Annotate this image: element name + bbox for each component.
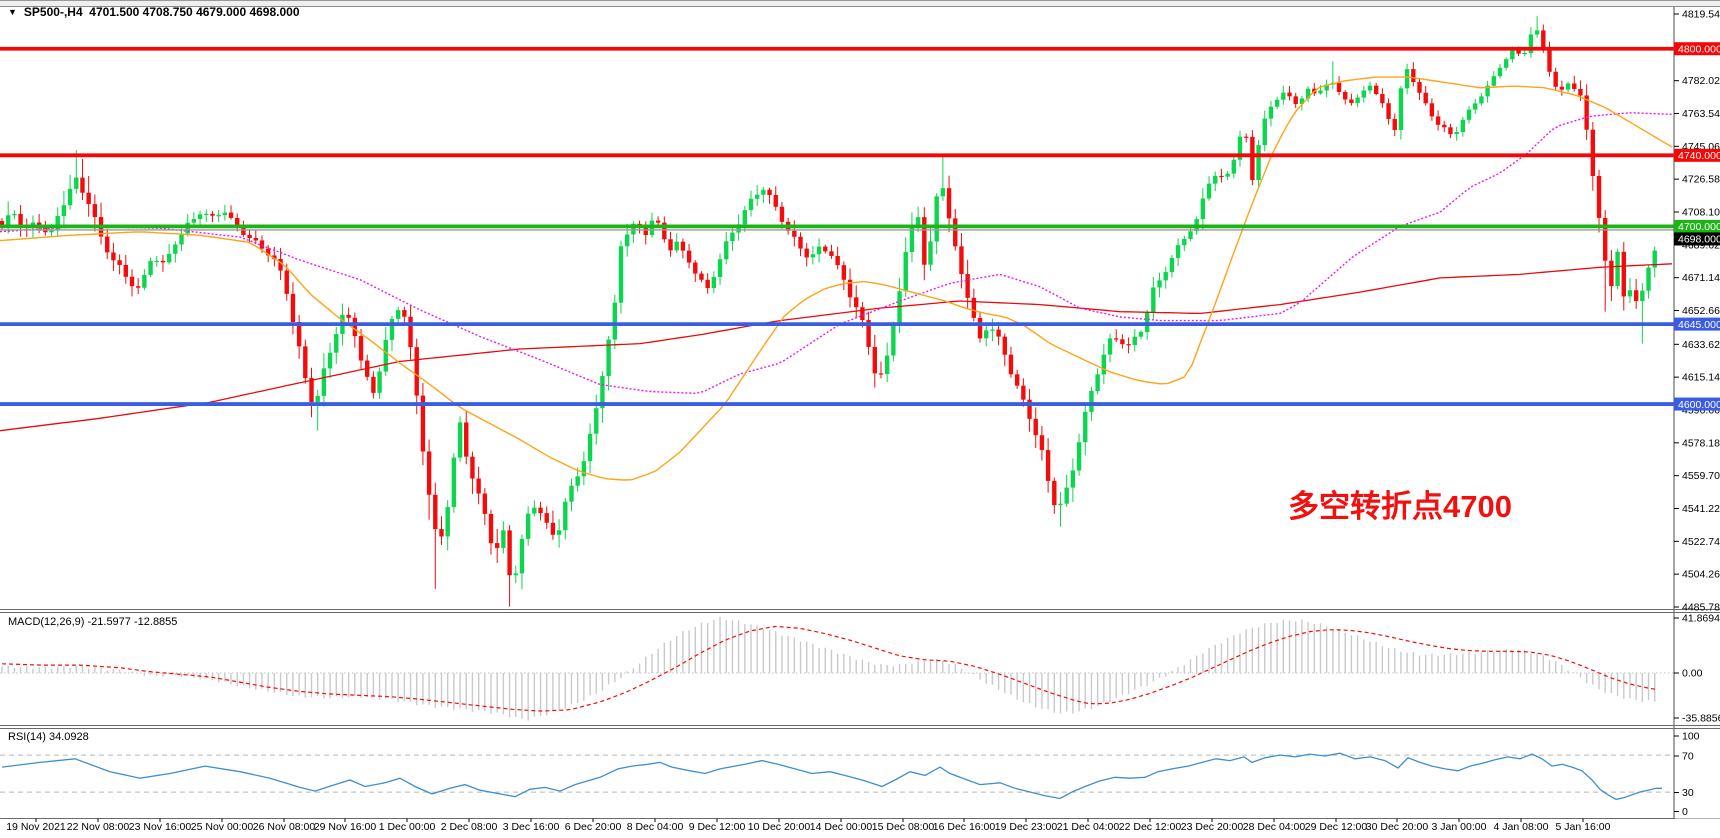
svg-text:0.00: 0.00 (1682, 668, 1703, 680)
svg-text:-35.8856: -35.8856 (1682, 713, 1720, 725)
svg-text:6 Dec 20:00: 6 Dec 20:00 (565, 821, 622, 833)
ma-magenta-line (0, 112, 1673, 395)
svg-text:25 Nov 00:00: 25 Nov 00:00 (191, 821, 254, 833)
svg-text:5 Jan 16:00: 5 Jan 16:00 (1556, 821, 1611, 833)
panel-borders (0, 7, 1720, 819)
svg-text:4504.260: 4504.260 (1682, 569, 1720, 581)
annotation-text: 多空转折点4700 (1288, 489, 1512, 524)
svg-text:4485.780: 4485.780 (1682, 601, 1720, 613)
svg-text:29 Dec 12:00: 29 Dec 12:00 (1305, 821, 1368, 833)
svg-text:4708.100: 4708.100 (1682, 206, 1720, 218)
svg-text:4671.140: 4671.140 (1682, 272, 1720, 284)
svg-text:16 Dec 16:00: 16 Dec 16:00 (933, 821, 996, 833)
svg-text:4522.740: 4522.740 (1682, 536, 1720, 548)
rsi-value: 34.0928 (48, 731, 89, 743)
time-axis[interactable]: 19 Nov 2021 22 Nov 08:00 23 Nov 16:00 25 No… (6, 818, 1611, 834)
ma-slow-red-line (0, 263, 1673, 432)
svg-text:3 Jan 00:00: 3 Jan 00:00 (1432, 821, 1487, 833)
svg-text:0: 0 (1682, 806, 1688, 818)
svg-text:22 Dec 12:00: 22 Dec 12:00 (1119, 821, 1182, 833)
svg-text:4645.000: 4645.000 (1678, 319, 1720, 331)
svg-text:15 Dec 08:00: 15 Dec 08:00 (872, 821, 935, 833)
svg-text:4726.580: 4726.580 (1682, 174, 1720, 186)
svg-text:14 Dec 00:00: 14 Dec 00:00 (810, 821, 873, 833)
svg-text:4 Jan 08:00: 4 Jan 08:00 (1494, 821, 1549, 833)
svg-text:4633.620: 4633.620 (1682, 339, 1720, 351)
svg-text:4763.540: 4763.540 (1682, 108, 1720, 120)
svg-text:19 Nov 2021: 19 Nov 2021 (6, 821, 66, 833)
svg-text:4800.000: 4800.000 (1678, 44, 1720, 56)
svg-text:1 Dec 00:00: 1 Dec 00:00 (379, 821, 436, 833)
ohlc-values: 4701.500 4708.750 4679.000 4698.000 (89, 5, 300, 19)
svg-text:4559.700: 4559.700 (1682, 470, 1720, 482)
support-resistance-lines[interactable] (0, 46, 1674, 406)
svg-text:4700.000: 4700.000 (1678, 221, 1720, 233)
svg-text:19 Dec 23:00: 19 Dec 23:00 (995, 821, 1058, 833)
svg-text:30 Dec 20:00: 30 Dec 20:00 (1366, 821, 1429, 833)
ma-orange-line (0, 76, 1673, 481)
rsi-panel[interactable] (0, 752, 1674, 801)
svg-text:100: 100 (1682, 731, 1700, 743)
svg-text:4782.020: 4782.020 (1682, 75, 1720, 87)
rsi-name: RSI(14) (8, 731, 46, 743)
svg-text:9 Dec 12:00: 9 Dec 12:00 (689, 821, 746, 833)
svg-text:3 Dec 16:00: 3 Dec 16:00 (503, 821, 560, 833)
svg-text:41.8694: 41.8694 (1682, 613, 1720, 625)
macd-signal-value: -12.8855 (133, 616, 178, 628)
svg-text:4541.220: 4541.220 (1682, 503, 1720, 515)
svg-text:29 Nov 16:00: 29 Nov 16:00 (314, 821, 377, 833)
svg-text:10 Dec 20:00: 10 Dec 20:00 (748, 821, 811, 833)
macd-panel[interactable] (0, 616, 1674, 721)
candlesticks[interactable] (0, 30, 1657, 576)
svg-text:70: 70 (1682, 751, 1694, 763)
svg-text:4600.000: 4600.000 (1678, 399, 1720, 411)
symbol-label: SP500-,H4 (23, 5, 83, 19)
svg-text:21 Dec 04:00: 21 Dec 04:00 (1057, 821, 1120, 833)
rsi-indicator-label: RSI(14) 34.0928 (8, 731, 89, 743)
svg-text:4578.180: 4578.180 (1682, 437, 1720, 449)
svg-text:22 Nov 08:00: 22 Nov 08:00 (67, 821, 130, 833)
svg-text:4740.000: 4740.000 (1678, 150, 1720, 162)
svg-text:23 Dec 20:00: 23 Dec 20:00 (1181, 821, 1244, 833)
svg-text:4652.660: 4652.660 (1682, 305, 1720, 317)
macd-name: MACD(12,26,9) (8, 616, 85, 628)
svg-text:23 Nov 16:00: 23 Nov 16:00 (129, 821, 192, 833)
symbol-header: ▼ SP500-,H4 4701.500 4708.750 4679.000 46… (8, 5, 300, 19)
svg-text:4819.540: 4819.540 (1682, 9, 1720, 21)
window-top-edge (0, 0, 1720, 7)
svg-text:4698.000: 4698.000 (1678, 234, 1720, 246)
svg-text:26 Nov 08:00: 26 Nov 08:00 (253, 821, 316, 833)
svg-text:4615.140: 4615.140 (1682, 372, 1720, 384)
macd-main-value: -21.5977 (87, 616, 131, 628)
svg-text:28 Dec 04:00: 28 Dec 04:00 (1243, 821, 1306, 833)
svg-text:8 Dec 04:00: 8 Dec 04:00 (627, 821, 684, 833)
svg-text:30: 30 (1682, 787, 1694, 799)
macd-indicator-label: MACD(12,26,9) -21.5977 -12.8855 (8, 616, 177, 628)
svg-text:2 Dec 08:00: 2 Dec 08:00 (441, 821, 498, 833)
chevron-down-icon[interactable]: ▼ (8, 7, 17, 17)
